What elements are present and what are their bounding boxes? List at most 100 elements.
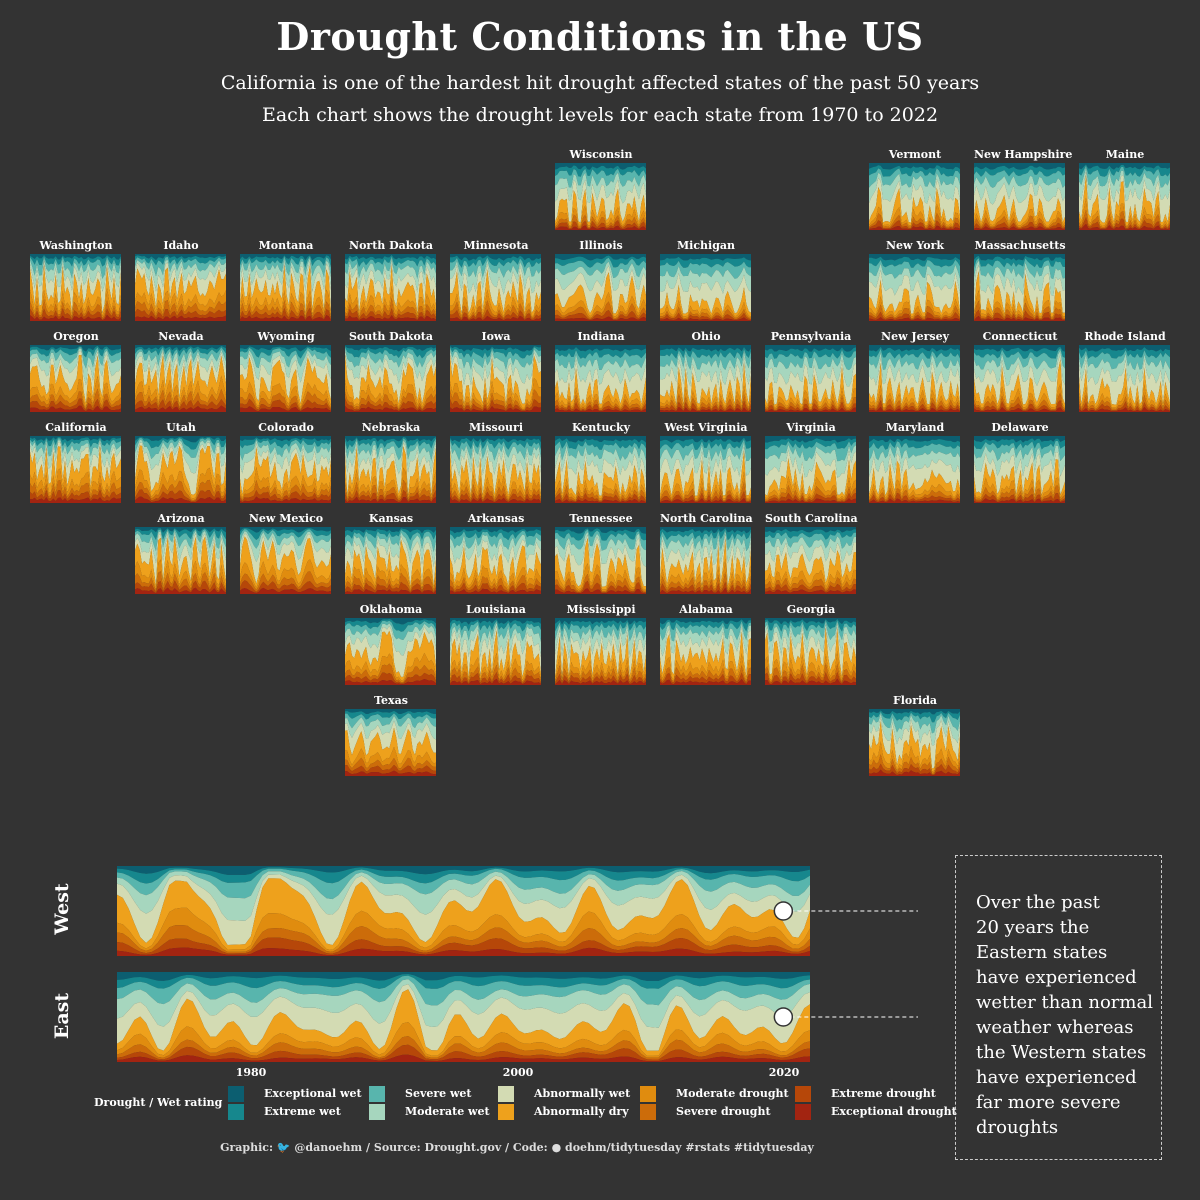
state-area-moderate-wet <box>450 534 541 564</box>
legend-label-abnormally-wet: Abnormally wet <box>534 1087 631 1100</box>
state-area-exceptional-drought <box>765 678 856 685</box>
state-area-extreme-drought <box>555 220 646 230</box>
state-area-exceptional-drought <box>974 315 1065 321</box>
state-area-moderate-drought <box>135 375 226 408</box>
state-tile-ohio: Ohio <box>660 329 752 412</box>
state-area-severe-wet <box>660 260 751 279</box>
state-chart <box>135 345 226 412</box>
state-area-extreme-wet <box>345 710 436 720</box>
state-area-extreme-wet <box>869 165 960 177</box>
state-area-abnormally-dry <box>345 539 436 590</box>
state-area-abnormally-dry <box>135 267 226 314</box>
state-chart <box>345 527 436 594</box>
state-area-moderate-wet <box>135 530 226 564</box>
state-area-severe-drought <box>765 662 856 684</box>
state-area-severe-wet <box>555 257 646 279</box>
state-area-extreme-wet <box>135 255 226 266</box>
state-area-exceptional-drought <box>869 406 960 412</box>
state-tile-new-hampshire: New Hampshire <box>974 147 1073 230</box>
state-area-abnormally-wet <box>30 442 121 487</box>
state-chart <box>240 527 331 594</box>
state-area-moderate-drought <box>555 205 646 228</box>
state-area-moderate-wet <box>240 440 331 474</box>
state-chart <box>869 436 960 503</box>
state-label: Michigan <box>676 239 736 252</box>
state-area-exceptional-wet <box>555 436 646 443</box>
state-area-moderate-wet <box>240 258 331 292</box>
state-area-abnormally-wet <box>555 534 646 587</box>
state-area-extreme-drought <box>974 493 1065 503</box>
legend-label-extreme-drought: Extreme drought <box>831 1087 936 1100</box>
state-area-extreme-drought <box>869 763 960 776</box>
state-label: New Hampshire <box>974 148 1073 161</box>
state-area-extreme-drought <box>450 672 541 685</box>
state-area-abnormally-wet <box>555 179 646 223</box>
state-chart <box>765 345 856 412</box>
state-label: Utah <box>166 421 196 434</box>
state-chart <box>450 345 541 412</box>
state-area-extreme-drought <box>345 764 436 775</box>
state-tile-iowa: Iowa <box>450 329 542 412</box>
state-area-exceptional-wet <box>240 436 331 442</box>
state-area-abnormally-dry <box>240 447 331 499</box>
state-area-severe-wet <box>450 530 541 550</box>
state-area-exceptional-wet <box>345 436 436 442</box>
state-chart <box>450 254 541 321</box>
state-area-moderate-drought <box>345 467 436 501</box>
state-area-extreme-drought <box>240 490 331 503</box>
state-area-severe-wet <box>555 529 646 551</box>
state-label: South Carolina <box>765 512 858 525</box>
state-area-moderate-drought <box>660 382 751 410</box>
state-area-abnormally-wet <box>869 177 960 223</box>
state-area-extreme-wet <box>240 527 331 540</box>
state-area-severe-wet <box>240 438 331 461</box>
state-area-extreme-wet <box>555 438 646 450</box>
state-area-abnormally-wet <box>240 443 331 495</box>
state-area-moderate-wet <box>869 446 960 477</box>
state-label: Florida <box>892 694 938 707</box>
state-area-abnormally-dry <box>345 264 436 317</box>
state-tile-texas: Texas <box>345 693 437 776</box>
region-east-area-moderate-drought <box>117 1022 810 1058</box>
state-area-severe-drought <box>345 572 436 593</box>
state-area-moderate-drought <box>869 741 960 773</box>
state-area-moderate-drought <box>450 468 541 501</box>
state-chart <box>555 436 646 503</box>
state-area-exceptional-wet <box>1079 345 1170 352</box>
state-area-severe-wet <box>345 438 436 461</box>
state-area-severe-wet <box>345 347 436 368</box>
state-area-moderate-wet <box>660 351 751 387</box>
annotation-line: have experienced <box>976 1067 1137 1088</box>
state-area-exceptional-drought <box>30 497 121 503</box>
state-area-exceptional-wet <box>660 618 751 625</box>
state-area-abnormally-wet <box>974 264 1065 314</box>
annotation-marker-east <box>773 1007 794 1027</box>
state-area-severe-wet <box>30 438 121 457</box>
state-area-exceptional-wet <box>345 618 436 625</box>
state-area-abnormally-wet <box>30 260 121 314</box>
state-area-severe-drought <box>135 479 226 502</box>
state-chart <box>660 527 751 594</box>
annotation-line: far more severe <box>976 1092 1121 1113</box>
state-area-abnormally-wet <box>869 357 960 405</box>
state-area-abnormally-wet <box>345 720 436 756</box>
state-area-moderate-wet <box>869 172 960 204</box>
state-area-moderate-drought <box>555 654 646 683</box>
region-east-area-extreme-drought <box>117 1044 810 1062</box>
state-area-exceptional-wet <box>660 436 751 443</box>
state-area-extreme-drought <box>974 221 1065 230</box>
state-tile-maine: Maine <box>1079 147 1171 230</box>
state-area-exceptional-drought <box>555 225 646 230</box>
state-area-extreme-wet <box>660 528 751 541</box>
state-area-exceptional-drought <box>660 679 751 685</box>
state-area-exceptional-drought <box>974 498 1065 503</box>
state-area-abnormally-dry <box>660 363 751 408</box>
state-area-severe-drought <box>555 214 646 229</box>
state-chart <box>869 709 960 776</box>
state-area-exceptional-wet <box>1079 163 1170 170</box>
state-area-exceptional-wet <box>869 709 960 715</box>
state-area-extreme-drought <box>450 490 541 503</box>
state-area-severe-drought <box>869 487 960 502</box>
state-chart <box>30 345 121 412</box>
state-label: Washington <box>39 239 113 252</box>
